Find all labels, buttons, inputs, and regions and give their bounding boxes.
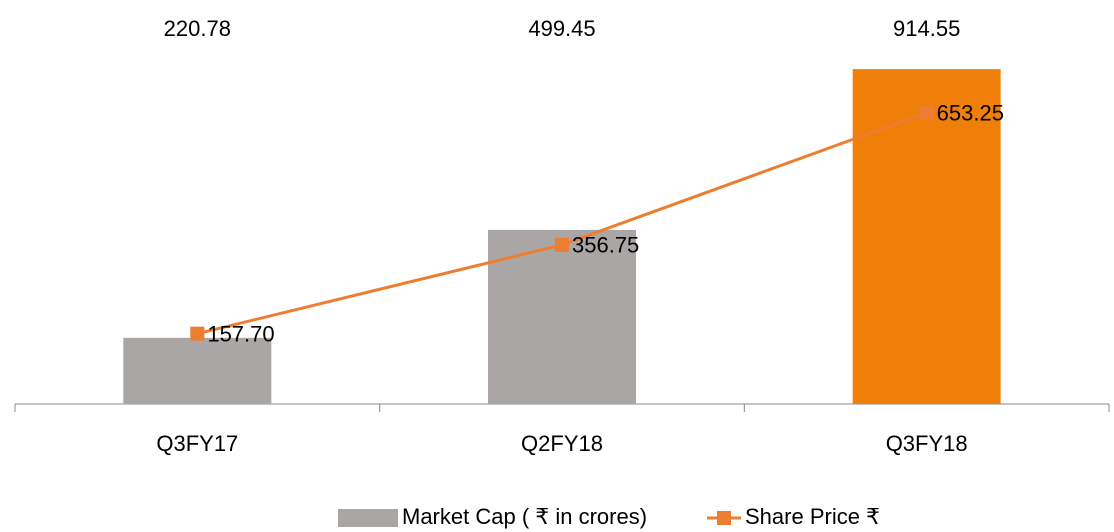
legend-label: Share Price ₹ bbox=[745, 504, 880, 529]
line-marker bbox=[190, 326, 205, 341]
bar bbox=[123, 337, 272, 404]
x-tick-label: Q3FY18 bbox=[886, 431, 968, 456]
bar bbox=[852, 69, 1001, 404]
x-tick-label: Q2FY18 bbox=[521, 431, 603, 456]
bar-value-label: 220.78 bbox=[164, 16, 231, 41]
legend-marker bbox=[717, 511, 731, 525]
x-tick-label: Q3FY17 bbox=[156, 431, 238, 456]
legend-swatch bbox=[338, 509, 398, 527]
bar bbox=[488, 229, 636, 404]
bar-value-label: 914.55 bbox=[893, 16, 960, 41]
legend-label: Market Cap ( ₹ in crores) bbox=[402, 504, 647, 529]
line-marker bbox=[555, 237, 569, 252]
bar-value-label: 499.45 bbox=[528, 16, 595, 41]
line-marker bbox=[919, 105, 934, 120]
line-value-label: 356.75 bbox=[572, 233, 639, 258]
line-value-label: 157.70 bbox=[207, 321, 274, 346]
line-value-label: 653.25 bbox=[937, 100, 1004, 125]
